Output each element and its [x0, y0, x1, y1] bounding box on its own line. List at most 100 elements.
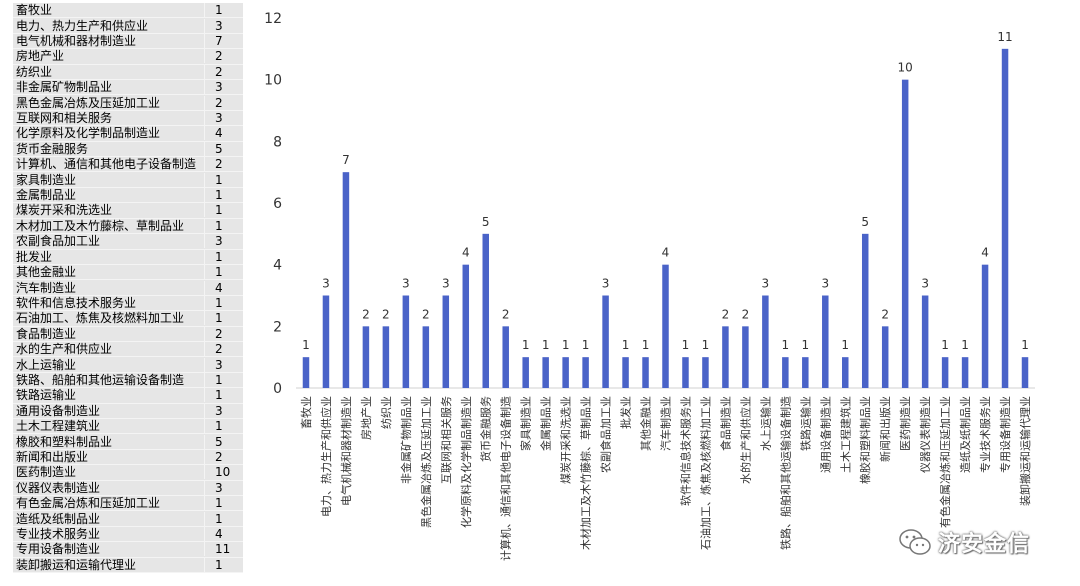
industry-count-cell: 10 — [215, 465, 231, 480]
industry-name-cell: 纺织业 — [13, 64, 205, 79]
industry-name-cell: 仪器仪表制造业 — [13, 480, 205, 495]
category-label: 农副食品加工业 — [599, 396, 613, 473]
category-label: 铁路运输业 — [798, 396, 812, 451]
bar — [462, 264, 470, 388]
category-label: 水的生产和供应业 — [738, 396, 752, 484]
data-label: 1 — [941, 338, 949, 352]
bar — [901, 79, 909, 389]
data-label: 3 — [762, 277, 770, 291]
category-label: 黑色金属冶炼及压延加工业 — [419, 396, 433, 528]
data-label: 2 — [742, 307, 750, 321]
bar — [941, 357, 949, 388]
table-row: 土木工程建筑业 1 — [13, 418, 243, 435]
table-row: 电力、热力生产和供应业 3 — [13, 18, 243, 34]
bar — [442, 295, 450, 388]
industry-count-cell: 1 — [215, 172, 223, 187]
industry-name-cell: 煤炭开采和洗选业 — [13, 203, 205, 218]
category-label: 其他金融业 — [639, 396, 653, 451]
data-label: 2 — [722, 307, 730, 321]
category-label: 畜牧业 — [299, 396, 313, 429]
industry-name-cell: 铁路、船舶和其他运输设备制造 — [13, 372, 205, 387]
industry-count-table: 畜牧业 1 电力、热力生产和供应业 3 电气机械和器材制造业 7 房地产业 2 纺织业 2 非金属矿… — [13, 3, 243, 574]
data-label: 3 — [821, 277, 829, 291]
industry-name-cell: 货币金融服务 — [13, 141, 205, 156]
category-label: 木材加工及木竹藤棕、草制品业 — [579, 396, 593, 550]
table-row: 仪器仪表制造业 3 — [13, 480, 243, 496]
category-label: 电气机械和器材制造业 — [339, 396, 353, 506]
industry-count-cell: 5 — [215, 434, 223, 449]
table-row: 化学原料及化学制品制造业 4 — [13, 126, 243, 142]
industry-count-cell: 3 — [215, 234, 223, 249]
industry-name-cell: 软件和信息技术服务业 — [13, 295, 205, 310]
category-label: 仪器仪表制造业 — [918, 396, 932, 473]
industry-count-cell: 1 — [215, 295, 223, 310]
industry-count-cell: 7 — [215, 34, 223, 49]
bar — [602, 295, 609, 388]
industry-name-cell: 专用设备制造业 — [13, 542, 205, 557]
bar — [722, 326, 729, 388]
data-label: 1 — [782, 338, 790, 352]
data-label: 1 — [542, 338, 550, 352]
table-row: 石油加工、炼焦及核燃料加工业 1 — [13, 311, 243, 327]
industry-name-cell: 水上运输业 — [13, 357, 205, 372]
data-label: 3 — [402, 277, 410, 291]
industry-count-cell: 1 — [215, 419, 223, 434]
industry-count-cell: 3 — [215, 403, 223, 418]
table-row: 家具制造业 1 — [13, 172, 243, 188]
industry-count-cell: 5 — [215, 141, 223, 156]
category-label: 纺织业 — [379, 396, 393, 429]
data-label: 1 — [302, 338, 310, 352]
industry-name-cell: 土木工程建筑业 — [13, 419, 205, 434]
table-row: 专用设备制造业 11 — [13, 542, 243, 558]
data-label: 3 — [322, 277, 330, 291]
table-row: 造纸及纸制品业 1 — [13, 511, 243, 527]
industry-count-cell: 3 — [215, 357, 223, 372]
table-row: 橡胶和塑料制品业 5 — [13, 434, 243, 450]
bar — [742, 326, 749, 388]
table-row: 专业技术服务业 4 — [13, 526, 243, 543]
industry-count-cell: 2 — [215, 449, 223, 464]
bar — [881, 326, 889, 388]
bar — [642, 357, 649, 388]
data-label: 4 — [981, 246, 989, 260]
category-label: 有色金属冶炼和压延加工业 — [938, 396, 952, 528]
table-row: 纺织业 2 — [13, 64, 243, 81]
industry-count-cell: 4 — [215, 527, 223, 542]
table-row: 电气机械和器材制造业 7 — [13, 33, 243, 50]
industry-name-cell: 电力、热力生产和供应业 — [13, 18, 205, 33]
industry-count-cell: 3 — [215, 480, 223, 495]
bar — [981, 264, 989, 388]
industry-count-cell: 1 — [215, 311, 223, 326]
industry-name-cell: 互联网和相关服务 — [13, 111, 205, 126]
category-label: 土木工程建筑业 — [838, 396, 852, 473]
industry-name-cell: 金属制品业 — [13, 188, 205, 203]
category-label: 汽车制造业 — [659, 396, 673, 451]
industry-name-cell: 房地产业 — [13, 49, 205, 64]
data-label: 1 — [622, 338, 630, 352]
table-row: 房地产业 2 — [13, 49, 243, 65]
industry-count-cell: 2 — [215, 49, 223, 64]
data-label: 1 — [642, 338, 650, 352]
bar — [522, 357, 529, 388]
category-label: 造纸及纸制品业 — [958, 396, 972, 473]
industry-count-cell: 1 — [215, 496, 223, 511]
industry-count-cell: 2 — [215, 157, 223, 172]
table-row: 水上运输业 3 — [13, 357, 243, 373]
category-label: 水上运输业 — [758, 396, 772, 451]
industry-name-cell: 农副食品加工业 — [13, 234, 205, 249]
y-tick-label: 12 — [264, 11, 282, 27]
bar — [662, 264, 669, 388]
bar — [782, 357, 789, 388]
category-label: 批发业 — [619, 396, 633, 429]
bar — [1001, 48, 1009, 388]
bar — [362, 326, 370, 388]
industry-name-cell: 电气机械和器材制造业 — [13, 34, 205, 49]
bar — [921, 295, 929, 388]
bar — [502, 326, 509, 388]
industry-name-cell: 造纸及纸制品业 — [13, 511, 205, 526]
bar — [542, 357, 549, 388]
table-row: 软件和信息技术服务业 1 — [13, 295, 243, 312]
data-label: 2 — [881, 307, 889, 321]
industry-name-cell: 汽车制造业 — [13, 280, 205, 295]
category-label: 通用设备制造业 — [818, 396, 832, 473]
